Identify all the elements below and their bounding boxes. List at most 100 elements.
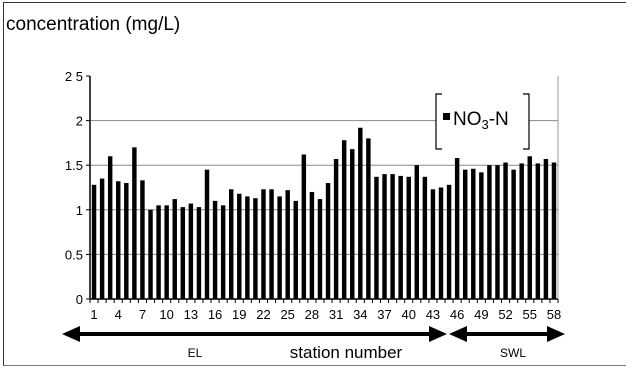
y-tick-label: 1 <box>76 203 83 218</box>
bar-9 <box>156 205 161 299</box>
bar-29 <box>317 199 323 299</box>
x-tick-label: 1 <box>90 307 97 322</box>
bar-26 <box>293 200 298 299</box>
x-tick-label: 40 <box>401 307 415 322</box>
bar-32 <box>341 140 347 299</box>
bar-34 <box>358 127 363 300</box>
bar-7 <box>140 180 145 299</box>
bar-46 <box>454 158 460 299</box>
x-tick-label: 7 <box>139 307 146 322</box>
y-tick-label: 2 <box>76 114 83 129</box>
bar-16 <box>212 200 218 299</box>
bar-44 <box>438 187 444 299</box>
bar-56 <box>535 163 541 299</box>
bar-40 <box>406 176 411 299</box>
x-axis-label: station number <box>290 343 403 362</box>
bar-14 <box>196 207 202 299</box>
bar-58 <box>551 162 557 299</box>
bar-19 <box>237 193 242 299</box>
x-tick-label: 55 <box>523 307 537 322</box>
bar-36 <box>374 176 379 299</box>
y-tick-label: 0.5 <box>65 247 83 262</box>
bar-57 <box>543 158 549 299</box>
bar-52 <box>503 162 508 299</box>
x-tick-label: 22 <box>256 307 270 322</box>
bar-48 <box>471 168 476 299</box>
bar-23 <box>269 189 274 299</box>
group-arrow-left-head <box>449 326 467 342</box>
bar-37 <box>382 174 387 299</box>
bar-5 <box>124 183 129 299</box>
y-tick-label: 0 <box>76 292 83 307</box>
x-tick-label: 58 <box>547 307 561 322</box>
bar-4 <box>116 181 121 299</box>
bar-43 <box>430 189 436 299</box>
legend-label: NO3-N <box>453 109 509 132</box>
legend-right-bracket <box>523 93 530 150</box>
bar-55 <box>527 156 532 299</box>
bar-6 <box>132 147 137 299</box>
x-tick-label: 19 <box>232 307 246 322</box>
bar-8 <box>148 209 153 299</box>
legend-swatch <box>443 113 450 120</box>
bar-49 <box>479 172 484 299</box>
x-tick-label: 52 <box>498 307 512 322</box>
x-tick-label: 43 <box>426 307 440 322</box>
bar-45 <box>446 184 452 299</box>
x-tick-label: 31 <box>329 307 343 322</box>
bar-11 <box>172 199 177 299</box>
bar-20 <box>245 196 250 299</box>
legend-box <box>436 94 529 149</box>
bar-21 <box>253 198 258 299</box>
bar-24 <box>277 196 282 299</box>
bar-15 <box>204 169 210 299</box>
group-arrow-right-head <box>547 326 565 342</box>
group-arrow-right-head <box>429 326 447 342</box>
bar-39 <box>398 175 403 299</box>
group-arrows: EL SWL <box>62 326 565 360</box>
bar-38 <box>390 174 395 299</box>
bars <box>91 127 557 300</box>
bar-12 <box>180 207 186 299</box>
bar-28 <box>309 191 315 299</box>
bar-2 <box>99 178 105 299</box>
chart-frame <box>3 2 626 366</box>
bar-54 <box>519 163 524 299</box>
group-label-swl: SWL <box>500 346 526 360</box>
bar-18 <box>228 189 234 299</box>
y-tick-label: 2 5 <box>65 69 83 84</box>
bar-47 <box>462 169 468 299</box>
x-tick-label: 10 <box>159 307 173 322</box>
x-tick-label: 25 <box>280 307 294 322</box>
bar-33 <box>350 149 355 299</box>
bar-31 <box>333 158 339 299</box>
x-tick-labels: 1 4 7 10 13 16 19 22 25 28 31 34 37 40 43 46 49 52 55 58 <box>90 307 561 322</box>
bar-25 <box>285 190 290 299</box>
bar-41 <box>414 165 420 299</box>
bar-35 <box>366 138 371 299</box>
bar-30 <box>325 183 331 299</box>
x-tick-label: 16 <box>208 307 222 322</box>
x-tick-label: 49 <box>474 307 488 322</box>
y-axis-label: concentration (mg/L) <box>6 14 180 35</box>
x-tick-label: 46 <box>450 307 464 322</box>
x-tick-label: 4 <box>115 307 122 322</box>
x-tick-label: 28 <box>305 307 319 322</box>
legend-left-bracket <box>435 93 442 150</box>
legend: NO3-N <box>435 93 530 150</box>
bar-27 <box>301 154 307 299</box>
bar-10 <box>164 205 169 299</box>
bar-3 <box>107 156 113 299</box>
group-label-el: EL <box>188 346 203 360</box>
x-tick-label: 37 <box>377 307 391 322</box>
bar-17 <box>220 205 226 299</box>
bar-50 <box>487 165 492 299</box>
bar-22 <box>261 189 266 299</box>
x-tick-label: 34 <box>353 307 367 322</box>
group-arrow-left-head <box>62 326 80 342</box>
bar-1 <box>91 184 97 299</box>
bar-13 <box>188 203 194 299</box>
y-tick-labels: 0 0.5 1 1.5 2 2 5 <box>65 69 83 307</box>
x-tick-label: 13 <box>184 307 198 322</box>
